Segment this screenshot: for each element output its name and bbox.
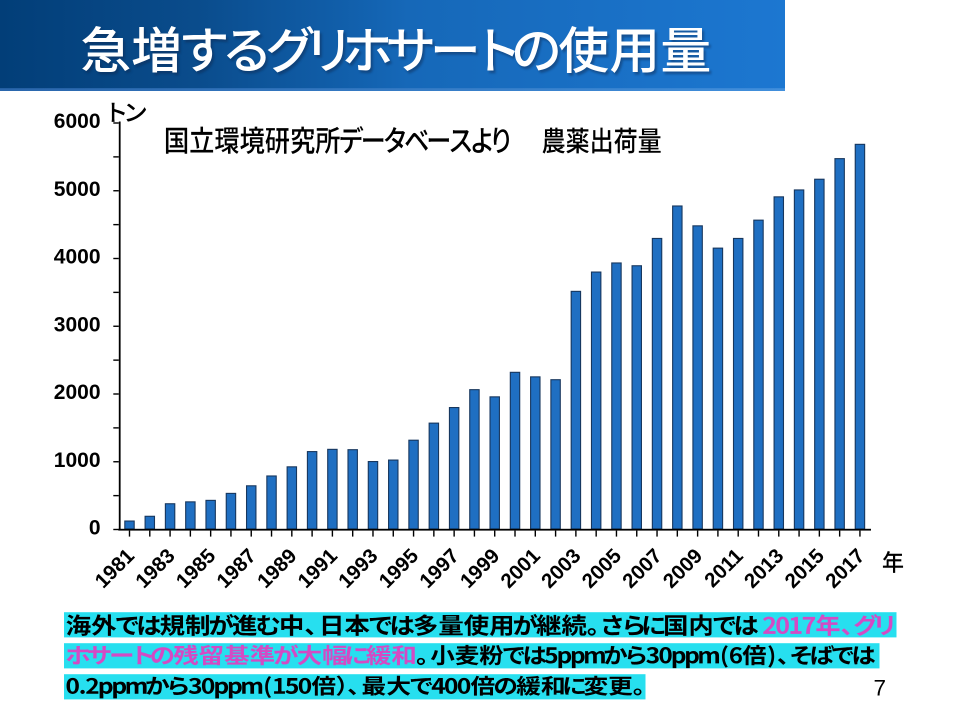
svg-text:2011: 2011 <box>700 544 748 592</box>
svg-text:1999: 1999 <box>456 544 505 593</box>
svg-text:1991: 1991 <box>293 544 342 593</box>
svg-text:3000: 3000 <box>54 313 101 336</box>
svg-text:1985: 1985 <box>172 544 221 593</box>
svg-text:1983: 1983 <box>131 544 180 593</box>
svg-text:5000: 5000 <box>54 178 101 201</box>
svg-text:6000: 6000 <box>54 110 101 133</box>
svg-text:7: 7 <box>874 676 887 701</box>
svg-text:2000: 2000 <box>54 381 101 404</box>
svg-text:1000: 1000 <box>54 449 101 472</box>
svg-text:1995: 1995 <box>375 544 424 593</box>
svg-text:2013: 2013 <box>740 544 789 593</box>
svg-text:2009: 2009 <box>659 544 708 593</box>
svg-text:1981: 1981 <box>91 544 140 593</box>
svg-text:1993: 1993 <box>334 544 383 593</box>
svg-text:2001: 2001 <box>496 544 545 593</box>
svg-text:2005: 2005 <box>577 544 626 593</box>
svg-text:2007: 2007 <box>618 544 667 593</box>
svg-text:0: 0 <box>89 517 101 540</box>
svg-text:1997: 1997 <box>415 544 464 593</box>
svg-text:1989: 1989 <box>253 544 302 593</box>
svg-text:1987: 1987 <box>212 544 261 593</box>
svg-text:4000: 4000 <box>54 246 101 269</box>
svg-text:2017: 2017 <box>821 544 870 593</box>
svg-text:2003: 2003 <box>537 544 586 593</box>
svg-text:2015: 2015 <box>780 544 829 593</box>
